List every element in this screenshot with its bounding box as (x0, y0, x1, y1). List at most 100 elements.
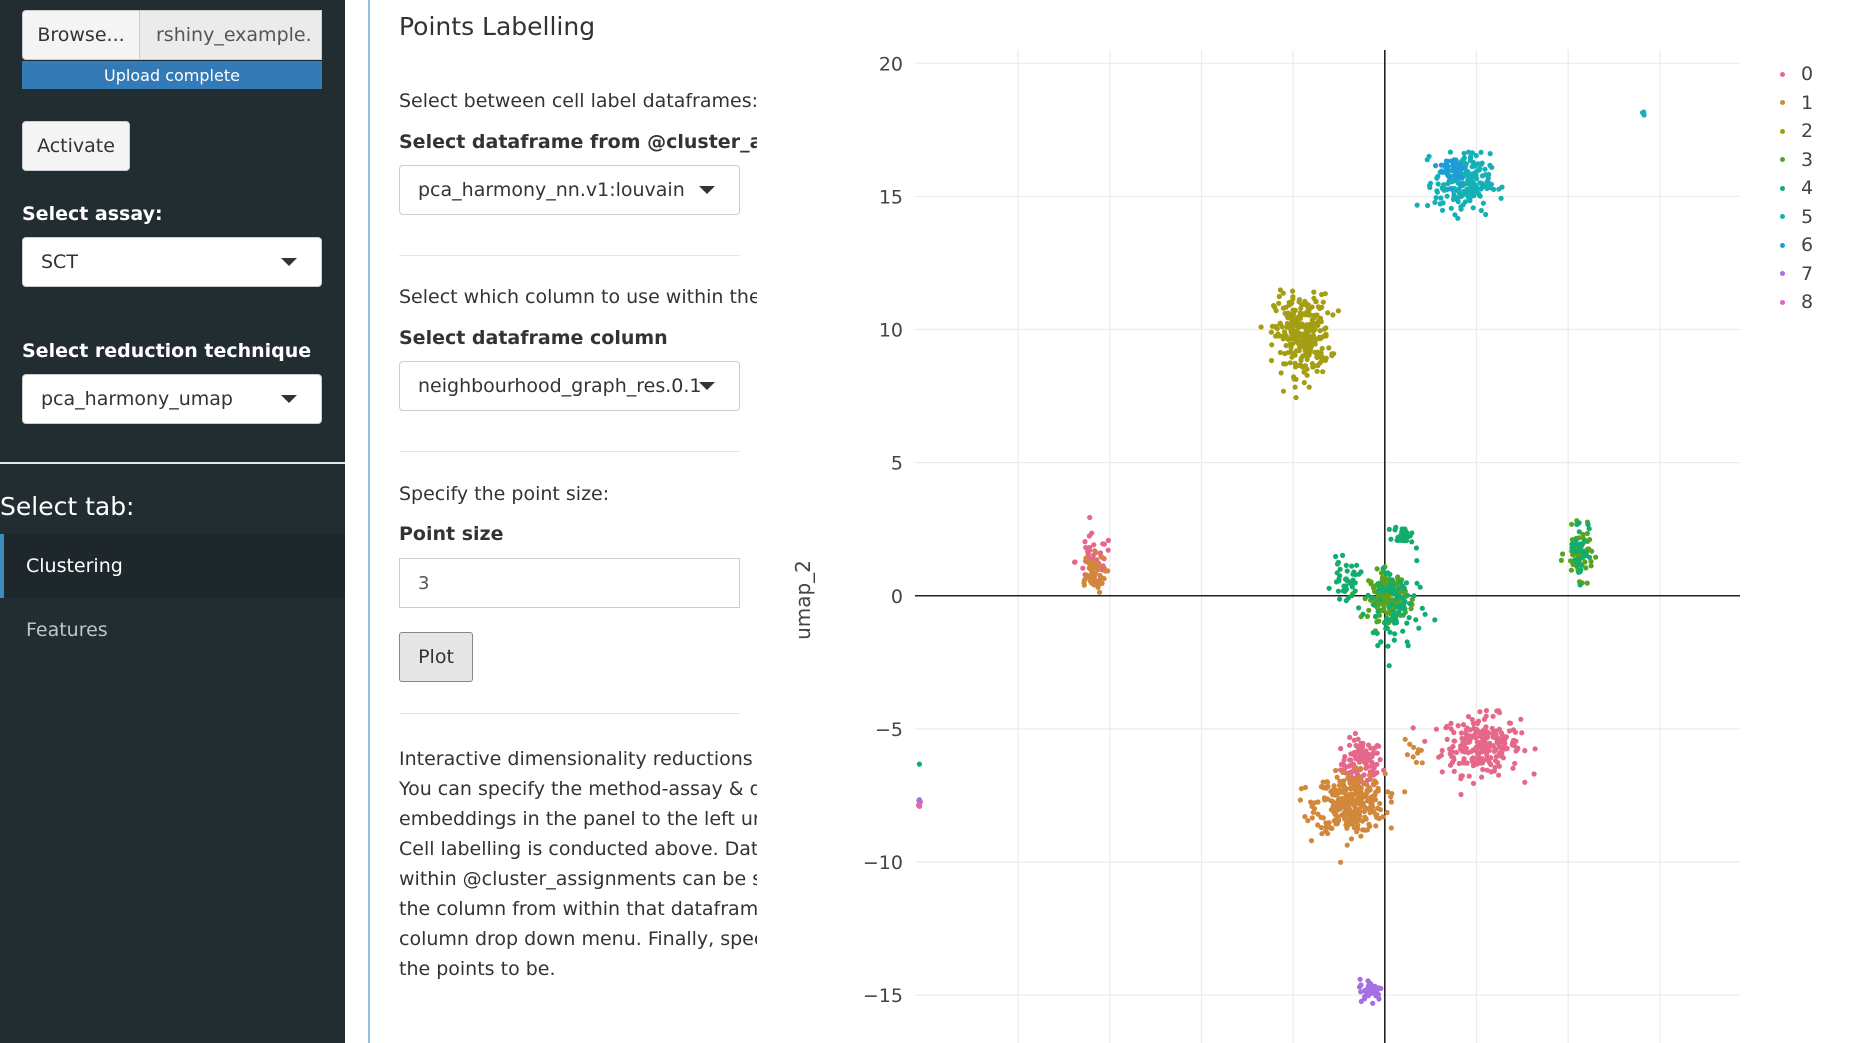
point-cluster-2[interactable] (1298, 321, 1304, 327)
point-cluster-2[interactable] (1289, 354, 1295, 360)
point-cluster-0[interactable] (1465, 739, 1472, 746)
point-cluster-0[interactable] (1467, 727, 1473, 733)
point-cluster-4[interactable] (1391, 587, 1397, 593)
point-cluster-2[interactable] (1296, 313, 1302, 320)
point-cluster-0[interactable] (1484, 767, 1490, 773)
point-cluster-5[interactable] (1435, 181, 1441, 187)
point-cluster-4[interactable] (1432, 617, 1438, 623)
point-cluster-2[interactable] (1310, 364, 1316, 370)
point-cluster-2[interactable] (1303, 346, 1310, 352)
point-cluster-4[interactable] (1388, 583, 1394, 589)
point-cluster-5[interactable] (1477, 166, 1483, 172)
point-cluster-2[interactable] (1317, 328, 1323, 334)
point-cluster-4[interactable] (1586, 554, 1593, 560)
point-cluster-0[interactable] (1341, 762, 1347, 768)
point-cluster-1[interactable] (1093, 550, 1099, 556)
point-cluster-4[interactable] (1385, 618, 1391, 624)
point-cluster-1[interactable] (1333, 812, 1339, 818)
point-cluster-2[interactable] (1292, 307, 1298, 313)
point-cluster-4[interactable] (1417, 584, 1423, 590)
point-cluster-2[interactable] (1287, 360, 1293, 366)
point-cluster-5[interactable] (1496, 186, 1502, 192)
point-cluster-5[interactable] (1455, 215, 1461, 221)
point-cluster-0[interactable] (1465, 750, 1471, 756)
point-cluster-0[interactable] (1358, 750, 1364, 756)
point-cluster-2[interactable] (1322, 332, 1328, 339)
point-cluster-5[interactable] (1463, 191, 1469, 197)
point-cluster-4[interactable] (1376, 581, 1382, 587)
point-cluster-5[interactable] (1478, 149, 1484, 155)
point-cluster-2[interactable] (1290, 296, 1296, 302)
tab-features[interactable]: Features (0, 598, 345, 662)
point-cluster-5[interactable] (1467, 172, 1474, 178)
point-cluster-1[interactable] (1098, 575, 1104, 582)
point-cluster-0[interactable] (1097, 550, 1103, 556)
point-cluster-2[interactable] (1330, 312, 1336, 318)
point-cluster-2[interactable] (1315, 362, 1321, 368)
point-cluster-3[interactable] (1389, 597, 1395, 603)
point-cluster-1[interactable] (1298, 786, 1304, 792)
point-cluster-7[interactable] (1375, 993, 1381, 999)
point-cluster-4[interactable] (1413, 545, 1419, 551)
point-cluster-0[interactable] (1479, 760, 1486, 766)
point-cluster-4[interactable] (1375, 642, 1381, 649)
point-cluster-3[interactable] (1584, 530, 1590, 537)
point-cluster-0[interactable] (1439, 747, 1445, 754)
point-cluster-7[interactable] (1376, 985, 1382, 992)
point-cluster-5[interactable] (1432, 199, 1438, 205)
point-cluster-2[interactable] (1304, 356, 1310, 362)
point-cluster-3[interactable] (1568, 558, 1574, 564)
point-cluster-5[interactable] (1455, 199, 1461, 205)
point-cluster-1[interactable] (1404, 752, 1410, 758)
point-cluster-4[interactable] (1352, 572, 1358, 578)
point-cluster-5[interactable] (1498, 195, 1504, 201)
point-cluster-2[interactable] (1319, 345, 1325, 352)
point-cluster-4[interactable] (1404, 639, 1410, 645)
point-cluster-7[interactable] (1370, 1000, 1376, 1006)
point-cluster-0[interactable] (1451, 768, 1457, 775)
point-cluster-4[interactable] (1397, 579, 1403, 585)
point-cluster-4[interactable] (1334, 570, 1340, 576)
point-cluster-4[interactable] (1577, 582, 1583, 588)
point-cluster-2[interactable] (1295, 332, 1301, 338)
point-cluster-2[interactable] (1281, 361, 1287, 367)
point-cluster-5[interactable] (1470, 205, 1476, 211)
point-cluster-0[interactable] (1478, 756, 1485, 762)
point-cluster-5[interactable] (1444, 193, 1450, 199)
point-cluster-1[interactable] (1407, 741, 1413, 747)
point-cluster-2[interactable] (1301, 380, 1307, 386)
point-cluster-1[interactable] (1355, 814, 1361, 820)
point-cluster-4[interactable] (1407, 601, 1413, 607)
point-cluster-3[interactable] (1583, 565, 1589, 571)
point-cluster-1[interactable] (1341, 810, 1347, 816)
point-cluster-1[interactable] (1366, 821, 1372, 827)
point-cluster-5[interactable] (1472, 181, 1478, 187)
point-cluster-1[interactable] (1353, 788, 1359, 794)
point-cluster-7[interactable] (1366, 980, 1372, 986)
point-cluster-3[interactable] (1568, 567, 1574, 573)
point-cluster-1[interactable] (1089, 559, 1095, 565)
point-cluster-2[interactable] (1320, 369, 1326, 375)
point-cluster-4[interactable] (1576, 569, 1582, 575)
point-cluster-0[interactable] (1456, 760, 1462, 767)
point-cluster-0[interactable] (1370, 751, 1376, 757)
point-cluster-2[interactable] (1292, 384, 1298, 390)
point-cluster-4[interactable] (1373, 613, 1379, 620)
point-cluster-0[interactable] (1477, 709, 1483, 715)
point-cluster-5[interactable] (1456, 190, 1462, 196)
point-cluster-2[interactable] (1310, 333, 1316, 339)
point-cluster-3[interactable] (1381, 601, 1387, 607)
point-cluster-0[interactable] (1496, 736, 1502, 742)
point-cluster-0[interactable] (1490, 713, 1496, 719)
point-cluster-4[interactable] (1352, 588, 1358, 594)
point-cluster-0[interactable] (1455, 723, 1461, 729)
point-cluster-7[interactable] (1357, 976, 1363, 982)
point-cluster-1[interactable] (1384, 809, 1390, 816)
point-cluster-4[interactable] (1349, 593, 1355, 599)
point-cluster-2[interactable] (1276, 293, 1282, 300)
point-cluster-2[interactable] (1312, 349, 1318, 355)
point-cluster-4[interactable] (1371, 602, 1377, 608)
point-cluster-2[interactable] (1319, 354, 1325, 360)
browse-button[interactable]: Browse... (22, 10, 140, 60)
point-cluster-0[interactable] (1352, 730, 1358, 737)
